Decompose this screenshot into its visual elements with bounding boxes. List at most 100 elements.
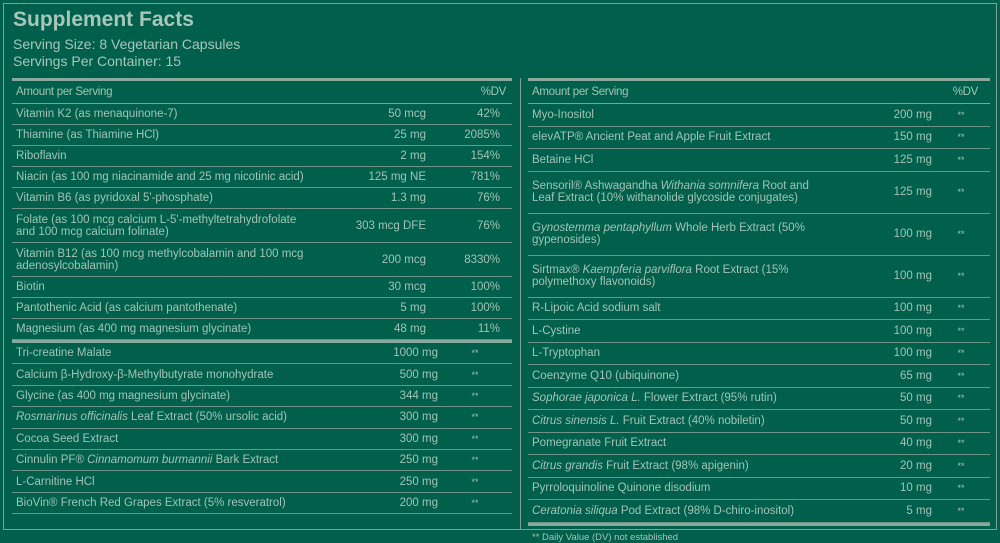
- name-text: Cocoa Seed Extract: [16, 432, 119, 445]
- name-text: Vitamin B6 (as pyridoxal 5'-phosphate): [16, 192, 213, 204]
- table-row: BioVin® French Red Grapes Extract (5% re…: [12, 493, 512, 515]
- daily-value: 76%: [476, 219, 500, 232]
- name-text: Pantothenic Acid (as calcium pantothenat…: [16, 302, 238, 314]
- thick-rule: [528, 78, 990, 81]
- ingredient-name: Rosmarinus officinalis Leaf Extract (50%…: [12, 411, 328, 423]
- name-text: Pyrroloquinoline Quinone disodium: [532, 482, 711, 495]
- name-text: Coenzyme Q10 (ubiquinone): [532, 369, 680, 382]
- ingredient-name: R-Lipoic Acid sodium salt: [528, 302, 832, 314]
- name-text: L-Cystine: [532, 324, 581, 337]
- amount: 200 mcg: [381, 253, 426, 266]
- amount: 250 mg: [399, 475, 438, 488]
- daily-value: **: [471, 476, 479, 487]
- ingredient-name: Sophorae japonica L. Flower Extract (95%…: [528, 392, 832, 404]
- dv-header: %DV: [952, 86, 979, 98]
- footnote: ** Daily Value (DV) not established: [532, 531, 679, 543]
- left-nutrient-table: Amount per Serving %DV Vitamin K2 (as me…: [12, 78, 512, 515]
- daily-value: **: [471, 455, 479, 466]
- ingredient-name: Sensoril® Ashwagandha Withania somnifera…: [528, 180, 832, 204]
- table-row: Cinnulin PF® Cinnamomum burmannii Bark E…: [12, 450, 512, 472]
- label-frame: [3, 3, 997, 530]
- column-divider: [520, 78, 521, 530]
- amount-header: Amount per Serving: [532, 86, 629, 98]
- name-text: Calcium β-Hydroxy-β-Methylbutyrate monoh…: [16, 368, 274, 381]
- ingredient-name: Gynostemma pentaphyllum Whole Herb Extra…: [528, 222, 832, 246]
- ingredient-name: Biotin: [12, 281, 316, 293]
- ingredient-name: Magnesium (as 400 mg magnesium glycinate…: [12, 323, 316, 335]
- ingredient-name: Niacin (as 100 mg niacinamide and 25 mg …: [12, 171, 316, 183]
- amount: 65 mg: [900, 369, 932, 382]
- name-text: Fruit Extract (98% apigenin): [602, 459, 749, 472]
- servings-per-container: Servings Per Container: 15: [13, 53, 182, 69]
- table-row: Niacin (as 100 mg niacinamide and 25 mg …: [12, 167, 512, 188]
- table-row: Glycine (as 400 mg magnesium glycinate) 3…: [12, 386, 512, 408]
- table-row: Vitamin B12 (as 100 mcg methylcobalamin …: [12, 243, 512, 277]
- amount: 200 mg: [399, 496, 438, 509]
- ingredient-name: Vitamin B12 (as 100 mcg methylcobalamin …: [12, 248, 316, 272]
- daily-value: 11%: [477, 323, 500, 335]
- daily-value: **: [957, 393, 965, 404]
- name-text: Thiamine (as Thiamine HCl): [16, 129, 159, 141]
- table-row: Calcium β-Hydroxy-β-Methylbutyrate monoh…: [12, 364, 512, 386]
- daily-value: 781%: [470, 171, 500, 183]
- name-text: Sensoril® Ashwagandha: [532, 180, 661, 192]
- amount: 40 mg: [900, 437, 932, 450]
- table-row: Thiamine (as Thiamine HCl) 25 mg 2085%: [12, 125, 512, 146]
- daily-value: 76%: [476, 192, 500, 204]
- serving-size: Serving Size: 8 Vegetarian Capsules: [13, 36, 241, 52]
- daily-value: **: [957, 505, 965, 516]
- amount: 5 mg: [400, 302, 426, 314]
- amount: 50 mg: [900, 392, 932, 405]
- name-text: Niacin (as 100 mg niacinamide and 25 mg …: [16, 171, 304, 183]
- name-text: Flower Extract (95% rutin): [640, 392, 777, 405]
- daily-value: **: [957, 348, 965, 359]
- latin-name: Kaempferia parviflora: [582, 264, 692, 276]
- table-row: Pantothenic Acid (as calcium pantothenat…: [12, 298, 512, 319]
- ingredient-rows: Tri-creatine Malate 1000 mg ** Calcium β-Hy…: [12, 343, 512, 515]
- ingredient-name: Folate (as 100 mcg calcium L-5'-methylte…: [12, 214, 316, 238]
- amount: 300 mg: [399, 411, 438, 424]
- table-row: L-Cystine 100 mg **: [528, 320, 990, 343]
- ingredient-name: Glycine (as 400 mg magnesium glycinate): [12, 390, 328, 402]
- name-text: Fruit Extract (40% nobiletin): [619, 414, 765, 427]
- ingredient-name: elevATP® Ancient Peat and Apple Fruit Ex…: [528, 131, 832, 143]
- daily-value: **: [957, 303, 965, 314]
- amount: 25 mg: [394, 129, 426, 141]
- amount: 1000 mg: [393, 347, 438, 360]
- daily-value: **: [471, 369, 479, 380]
- ingredient-name: Ceratonia siliqua Pod Extract (98% D-chi…: [528, 505, 832, 517]
- thick-rule: [528, 522, 990, 526]
- latin-name: Gynostemma pentaphyllum: [532, 222, 672, 234]
- amount: 300 mg: [399, 432, 438, 445]
- daily-value: **: [957, 325, 965, 336]
- ingredient-name: Sirtmax® Kaempferia parviflora Root Extr…: [528, 264, 832, 288]
- daily-value: **: [957, 460, 965, 471]
- daily-value: **: [471, 348, 479, 359]
- ingredient-name: Calcium β-Hydroxy-β-Methylbutyrate monoh…: [12, 369, 328, 381]
- amount: 100 mg: [893, 228, 932, 240]
- name-text: Leaf Extract (50% ursolic acid): [127, 411, 288, 424]
- table-row: Cocoa Seed Extract 300 mg **: [12, 429, 512, 450]
- table-row: Citrus grandis Fruit Extract (98% apigen…: [528, 455, 990, 478]
- amount: 100 mg: [893, 324, 932, 337]
- right-nutrient-table: Amount per Serving %DV Myo-Inositol 200 m…: [528, 78, 990, 543]
- ingredient-name: Citrus sinensis L. Fruit Extract (40% no…: [528, 415, 832, 427]
- name-text: Glycine (as 400 mg magnesium glycinate): [16, 389, 231, 402]
- name-text: Myo-Inositol: [532, 108, 594, 121]
- name-text: Pomegranate Fruit Extract: [532, 437, 667, 450]
- ingredient-name: L-Cystine: [528, 325, 832, 337]
- name-text: elevATP® Ancient Peat and Apple Fruit Ex…: [532, 131, 771, 144]
- name-text: Bark Extract: [212, 454, 279, 467]
- amount: 125 mg NE: [368, 171, 426, 183]
- table-row: Sirtmax® Kaempferia parviflora Root Extr…: [528, 256, 990, 298]
- amount: 500 mg: [399, 368, 438, 381]
- table-row: Pyrroloquinoline Quinone disodium 10 mg **: [528, 478, 990, 500]
- label-title: Supplement Facts: [13, 8, 194, 31]
- daily-value: 154%: [470, 150, 500, 162]
- daily-value: **: [957, 187, 965, 197]
- table-row: Gynostemma pentaphyllum Whole Herb Extra…: [528, 214, 990, 256]
- amount: 100 mg: [893, 302, 932, 315]
- name-text: Betaine HCl: [532, 153, 594, 166]
- ingredient-name: Citrus grandis Fruit Extract (98% apigen…: [528, 460, 832, 472]
- daily-value: **: [957, 132, 965, 143]
